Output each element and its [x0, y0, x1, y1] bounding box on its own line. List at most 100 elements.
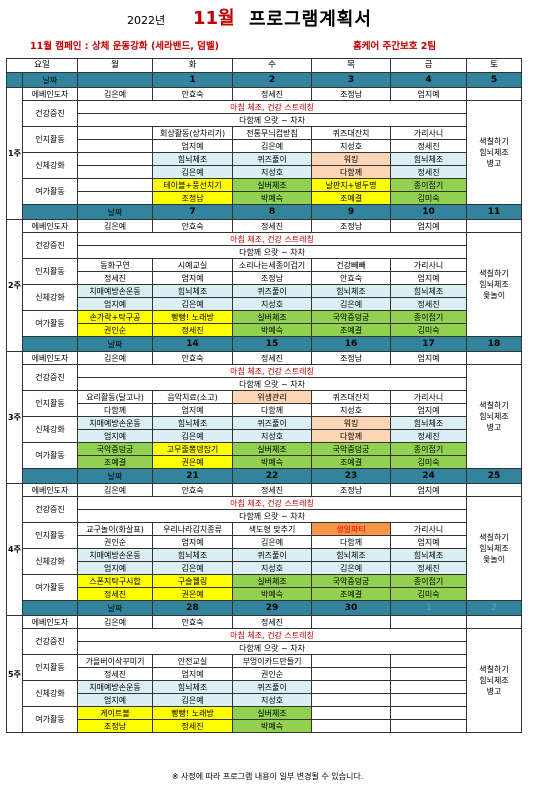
lei-cell: 종이접기 — [390, 178, 468, 192]
cleaning-cell: 엄지예 — [390, 219, 468, 233]
header-row: 요일 월 화 수 목 금 토 — [5, 58, 523, 73]
phy-cell: 김은예 — [152, 165, 234, 179]
category-health: 건강증진 — [21, 100, 79, 127]
cleaning-cell: 정세진 — [232, 87, 313, 101]
lei-cell: 정세진 — [77, 587, 154, 601]
week-label: 4주 — [6, 483, 23, 616]
lei-cell — [390, 719, 468, 733]
lei-cell: 조예결 — [311, 455, 392, 469]
lei-row: 권인순 정세진 박예슥 조예결 김미숙 — [7, 323, 522, 337]
cleaning-cell: 안효숙 — [152, 219, 234, 233]
cog-cell: 정세진 — [77, 271, 154, 285]
phy-cell: 힘뇌체조 — [152, 152, 234, 166]
health-row: 건강증진 아침 체조, 건강 스트레칭 색칠하기 힘뇌체조 병고 — [7, 364, 523, 469]
cog-cell: 조정남 — [232, 271, 313, 285]
lei-cell: 김미숙 — [390, 323, 468, 337]
header-cell: 수 — [232, 58, 313, 73]
phy-cell: 다함께 — [311, 429, 392, 443]
health-program-subtitle: 다함께 으랏 ~ 차차 — [77, 377, 468, 391]
saturday-cell — [466, 351, 523, 365]
phy-cell: 지성호 — [232, 297, 313, 311]
phy-cell — [77, 165, 154, 179]
saturday-activity: 병고 — [486, 423, 502, 432]
date-cell: 2 — [466, 600, 523, 616]
category-physical: 신체강화 — [21, 284, 79, 311]
date-cell: 1 — [390, 600, 468, 616]
lei-row: 정세진 권은예 박예슥 조예결 김미숙 — [7, 587, 522, 601]
lei-cell: 테이블+풍선치기 — [152, 178, 234, 192]
cog-cell: 엄지예 — [152, 403, 234, 417]
cog-cell — [390, 667, 468, 681]
cog-cell: 생일파티 — [311, 522, 392, 536]
phy-cell: 퀴즈풀이 — [232, 284, 313, 298]
date-label: 날짜 — [77, 204, 154, 220]
lei-cell: 권은예 — [152, 455, 234, 469]
saturday-activities: 색칠하기 힘뇌체조 병고 — [466, 628, 523, 733]
phy-cell: 엄지예 — [77, 297, 154, 311]
date-cell: 18 — [466, 336, 523, 352]
cog-row: 인지활동 요리활동(달고나) 음악치료(소고) 위생관리 퀴즈대잔치 가리사니 — [7, 390, 522, 417]
health-row: 건강증진 아침 체조, 건강 스트레칭 색칠하기 힘뇌체조 윷놀이 — [7, 232, 523, 337]
date-label: 날짜 — [21, 72, 79, 88]
cog-cell: 소리나는세종이겁기 — [232, 258, 313, 272]
lei-cell: 종이접기 — [390, 310, 468, 324]
cog-cell: 위생관리 — [232, 390, 313, 404]
cog-cell: 다함께 — [77, 403, 154, 417]
saturday-activity: 힘뇌체조 — [479, 544, 509, 553]
phy-cell: 힘뇌체조 — [390, 284, 468, 298]
phy-cell: 퀴즈풀이 — [232, 416, 313, 430]
header-cell: 목 — [311, 58, 392, 73]
lei-cell: 실버체조 — [232, 310, 313, 324]
cog-cell: 권인순 — [77, 535, 154, 549]
category-cleaning: 에베인도자 — [21, 219, 79, 233]
saturday-activity: 병고 — [486, 687, 502, 696]
cog-cell: 엄지예 — [152, 667, 234, 681]
phy-row: 엄지예 김은예 지성호 김은예 정세진 — [7, 297, 522, 311]
phy-cell: 힘뇌체조 — [311, 284, 392, 298]
saturday-cell — [466, 483, 523, 497]
lei-cell: 실버체조 — [232, 574, 313, 588]
cleaning-cell: 엄지예 — [390, 87, 468, 101]
cleaning-cell: 김은예 — [77, 483, 154, 497]
phy-cell: 김은예 — [311, 561, 392, 575]
saturday-activities: 색칠하기 힘뇌체조 윷놀이 — [466, 496, 523, 601]
phy-cell: 김은예 — [152, 297, 234, 311]
lei-cell — [77, 191, 154, 205]
saturday-activity: 윷놀이 — [482, 291, 506, 300]
saturday-activity: 색칠하기 — [479, 137, 509, 146]
saturday-activities: 색칠하기 힘뇌체조 병고 — [466, 100, 523, 205]
phy-cell: 김은예 — [311, 297, 392, 311]
phy-cell: 지성호 — [232, 561, 313, 575]
lei-cell: 권인순 — [77, 323, 154, 337]
date-cell: 11 — [466, 204, 523, 220]
lei-cell: 게이트볼 — [77, 706, 154, 720]
phy-cell: 퀴즈풀이 — [232, 152, 313, 166]
phy-cell: 워킹 — [311, 416, 392, 430]
cog-cell: 퀴즈대잔치 — [311, 390, 392, 404]
phy-cell: 김은예 — [152, 693, 234, 707]
lei-row: 여가활동 스폰지탁구시합 구슬꿸링 실버체조 국악중덩궁 종이접기 — [7, 574, 522, 601]
cog-cell: 퀴즈대잔치 — [311, 126, 392, 140]
date-label: 날짜 — [77, 336, 154, 352]
date-cell: 9 — [311, 204, 392, 220]
team-text: 홈케어 주간보호 2팀 — [353, 41, 437, 52]
category-leisure: 여가활동 — [21, 310, 79, 337]
phy-row: 신체강화 힘뇌체조 퀴즈풀이 워킹 힘뇌체조 — [7, 152, 522, 179]
lei-cell: 박예슥 — [232, 719, 313, 733]
phy-row: 엄지예 김은예 지성호 김은예 정세진 — [7, 561, 522, 575]
category-health: 건강증진 — [21, 364, 79, 391]
cleaning-cell: 조정남 — [311, 351, 392, 365]
saturday-activity: 색칠하기 — [479, 665, 509, 674]
lei-row: 여가활동 테이블+풍선치기 실버체조 날판지+병두명 종이접기 — [7, 178, 522, 205]
cog-cell: 김은예 — [232, 139, 313, 153]
lei-cell: 빵빵! 노래방 — [152, 310, 234, 324]
cog-cell: 엄지예 — [152, 271, 234, 285]
cleaning-row: 1주 에베인도자 김은예 안효숙 정세진 조정남 엄지예 — [6, 87, 523, 220]
cleaning-cell: 안효숙 — [152, 483, 234, 497]
category-health: 건강증진 — [21, 496, 79, 523]
date-row-spacer — [6, 72, 23, 88]
saturday-activity: 윷놀이 — [482, 555, 506, 564]
saturday-activity: 색칠하기 — [479, 401, 509, 410]
date-cell — [77, 72, 154, 88]
lei-cell: 김미숙 — [390, 587, 468, 601]
